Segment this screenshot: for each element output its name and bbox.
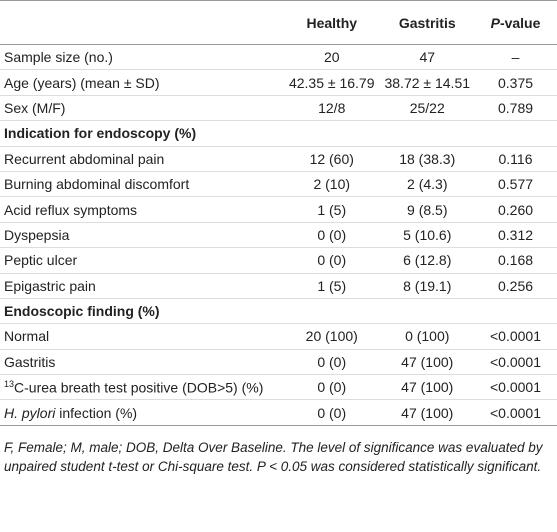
table-row: Peptic ulcer 0 (0) 6 (12.8) 0.168 [0,247,557,274]
p-value-cell: <0.0001 [474,323,557,350]
gastritis-cell: 25/22 [380,95,475,122]
gastritis-cell: 8 (19.1) [380,273,475,299]
healthy-cell: 0 (0) [283,349,381,376]
row-label: Sample size (no.) [0,44,283,71]
label-text: Gastritis [4,353,56,370]
row-label: Gastritis [0,349,283,376]
row-label: H. pylori infection (%) [0,400,283,425]
row-label: 13C-urea breath test positive (DOB>5) (%… [0,374,283,401]
label-text: C-urea breath test positive (DOB>5) (%) [14,379,264,396]
table-row: Burning abdominal discomfort 2 (10) 2 (4.3… [0,171,557,198]
label-text: Age (years) (mean ± SD) [4,74,160,91]
p-value-cell: 0.116 [474,146,557,172]
table-row: 13C-urea breath test positive (DOB>5) (%… [0,374,557,401]
row-label: Burning abdominal discomfort [0,171,283,198]
table-row: Sample size (no.) 20 47– [0,44,557,71]
healthy-cell: 1 (5) [283,273,381,299]
healthy-cell: 0 (0) [283,374,381,401]
section-cell: Indication for endoscopy (%) [0,120,557,147]
header-text: -value [499,14,541,31]
table-row: Age (years) (mean ± SD) 42.35 ± 16.79 38.7… [0,69,557,96]
healthy-cell: 0 (0) [283,247,381,274]
label-text: Sex (M/F) [4,99,66,116]
label-text: infection (%) [59,404,138,421]
table-row: Indication for endoscopy (%) [0,120,557,147]
superscript: 13 [4,378,15,389]
table-row: Gastritis 0 (0) 47 (100) <0.0001 [0,349,557,376]
p-value-cell: <0.0001 [490,404,541,421]
gastritis-cell: 47 [380,44,475,71]
gastritis-cell: 18 (38.3) [380,146,475,172]
row-label: Peptic ulcer [0,247,283,274]
p-value-cell: 0.256 [474,273,557,299]
table-row: Endoscopic finding (%) [0,298,557,325]
label-italic: H. pylori [4,404,56,421]
p-value-cell: 0.312 [474,222,557,249]
p-value-cell: 0.577 [474,171,557,198]
row-label: Recurrent abdominal pain [0,146,283,172]
table-row: Epigastric pain 1 (5) 8 (19.1) 0.256 [0,273,557,299]
label-text: Recurrent abdominal pain [4,150,165,167]
label-text: Sample size (no.) [4,49,113,66]
label-text: Normal [4,328,50,345]
healthy-cell: 12/8 [283,95,381,122]
label-text: Dyspepsia [4,226,70,243]
row-label: Dyspepsia [0,222,283,249]
header-cell: Healthy [283,0,381,45]
label-text: Burning abdominal discomfort [4,176,190,193]
table-row: Recurrent abdominal pain 12 (60) 18 (38.3)… [0,146,557,172]
healthy-cell: 2 (10) [283,171,381,198]
gastritis-cell: 47 (100) [380,349,475,376]
header-cell: Gastritis [380,0,475,45]
healthy-cell: 1 (5) [283,196,381,223]
healthy-cell: 12 (60) [283,146,381,172]
footnote: F, Female; M, male; DOB, Delta Over Base… [4,439,543,474]
gastritis-cell: 2 (4.3) [380,171,475,198]
table-row: Dyspepsia 0 (0) 5 (10.6) 0.312 [0,222,557,249]
gastritis-cell: 47 (100) [380,374,475,401]
gastritis-cell: 5 (10.6) [380,222,475,249]
p-value-cell: 0.789 [474,95,557,122]
table-body: Sample size (no.) 20 47– Age (years) (mean … [0,44,557,426]
gastritis-cell: 6 (12.8) [380,247,475,274]
label-text: Peptic ulcer [4,252,78,269]
p-value-cell: <0.0001 [474,374,557,401]
header-empty [0,0,283,45]
gastritis-cell: 38.72 ± 14.51 [380,69,475,96]
healthy-cell: 20 (100) [283,323,381,350]
table-row: Sex (M/F) 12/8 25/22 0.789 [0,95,557,122]
healthy-cell: 42.35 ± 16.79 [283,69,381,96]
table-row: Normal 20 (100) 0 (100) <0.0001 [0,323,557,350]
row-label: Normal [0,323,283,350]
table-row: Acid reflux symptoms 1 (5) 9 (8.5) 0.260 [0,196,557,223]
gastritis-cell: 9 (8.5) [380,196,475,223]
p-value-cell: 0.375 [474,69,557,96]
gastritis-cell: 0 (100) [380,323,475,350]
header-row: Healthy Gastritis P-value [0,0,557,45]
row-label: Epigastric pain [0,273,283,299]
label-text: Acid reflux symptoms [4,201,138,218]
table-row: H. pylori infection (%) 0 (0) 47 (100) <0.0… [0,400,557,425]
header-italic: P [490,14,500,31]
label-text: Epigastric pain [4,277,96,294]
row-label: Age (years) (mean ± SD) [0,69,283,96]
healthy-cell: 20 [283,44,381,71]
section-cell: Endoscopic finding (%) [0,298,557,325]
healthy-cell: 0 (0) [283,222,381,249]
p-value-cell: – [474,44,557,71]
p-value-cell: 0.260 [474,196,557,223]
p-value-cell: 0.168 [474,247,557,274]
gastritis-cell: 47 (100) [401,404,454,421]
healthy-cell: 0 (0) [317,404,347,421]
row-label: Acid reflux symptoms [0,196,283,223]
row-label: Sex (M/F) [0,95,283,122]
p-value-cell: <0.0001 [474,349,557,376]
header-cell: P-value [474,0,557,45]
data-table: Healthy Gastritis P-value Sample size (n… [0,0,557,426]
